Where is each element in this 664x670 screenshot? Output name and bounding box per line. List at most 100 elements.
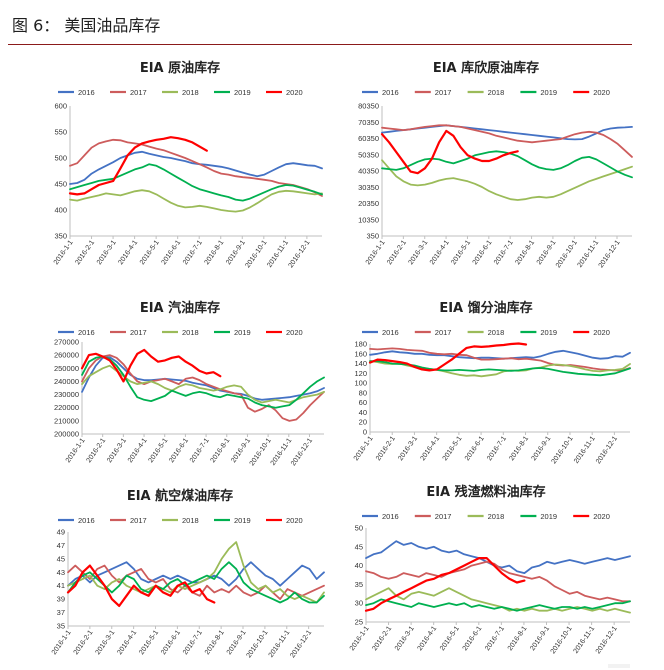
legend-label-2020: 2020: [286, 328, 303, 337]
y-tick-label: 35: [57, 622, 65, 631]
legend-label-2020: 2020: [593, 512, 610, 521]
legend-label-2019: 2019: [540, 512, 557, 521]
x-tick-label: 2016-1-1: [51, 629, 73, 656]
y-tick-label: 100: [354, 379, 367, 388]
chart-panel-cushing: EIA 库欣原油库存 2016 2017 2018 2019 2020 350 10350 20…: [334, 52, 638, 292]
y-tick-label: 49: [57, 528, 65, 537]
y-tick-label: 350: [366, 232, 379, 241]
y-tick-label: 35: [355, 580, 363, 589]
y-tick-label: 230000: [54, 390, 79, 399]
x-tick-label: 2016-1-1: [353, 435, 375, 462]
x-tick-label: 2016-7-1: [484, 625, 506, 652]
x-tick-label: 2016-8-1: [204, 239, 226, 266]
series-line-2017: [67, 564, 325, 600]
x-tick-label: 2016-7-1: [493, 239, 515, 266]
series-line-2017: [81, 354, 325, 422]
series-line-2018: [69, 189, 323, 213]
x-tick-label: 2016-12-1: [595, 435, 619, 465]
footer-mark: [608, 664, 630, 668]
y-tick-label: 200000: [54, 430, 79, 439]
x-tick-label: 2016-12-1: [289, 629, 313, 659]
x-tick-label: 2016-8-1: [204, 629, 226, 656]
legend-label-2016: 2016: [78, 88, 95, 97]
x-tick-label: 2016-3-1: [408, 239, 430, 266]
y-tick-label: 140: [354, 359, 367, 368]
series-line-2016: [81, 356, 325, 401]
series-line-2016: [67, 561, 325, 587]
x-tick-label: 2016-12-1: [595, 625, 619, 655]
y-tick-label: 25: [355, 618, 363, 627]
y-tick-label: 70350: [358, 118, 379, 127]
x-tick-label: 2016-8-1: [508, 435, 530, 462]
x-tick-label: 2016-2-1: [375, 435, 397, 462]
legend-label-2017: 2017: [130, 328, 147, 337]
x-tick-label: 2016-5-1: [442, 435, 464, 462]
y-tick-label: 240000: [54, 377, 79, 386]
legend-label-2019: 2019: [540, 328, 557, 337]
y-tick-label: 250000: [54, 364, 79, 373]
legend-label-2020: 2020: [593, 88, 610, 97]
x-tick-label: 2016-4-1: [116, 629, 138, 656]
x-tick-label: 2016-8-1: [210, 437, 232, 464]
legend-label-2017: 2017: [435, 328, 452, 337]
x-tick-label: 2016-5-1: [439, 625, 461, 652]
x-tick-label: 2016-1-1: [365, 239, 387, 266]
x-tick-label: 2016-5-1: [148, 437, 170, 464]
series-line-2020: [80, 348, 222, 383]
x-tick-label: 2016-11-1: [577, 239, 601, 269]
series-line-2016: [69, 150, 323, 185]
x-tick-label: 2016-7-1: [182, 629, 204, 656]
y-tick-label: 39: [57, 595, 65, 604]
x-tick-label: 2016-11-1: [268, 629, 292, 659]
y-tick-label: 47: [57, 541, 65, 550]
legend-label-2016: 2016: [382, 88, 399, 97]
x-tick-label: 2016-10-1: [245, 629, 269, 659]
series-line-2017: [365, 560, 631, 603]
y-tick-label: 120: [354, 369, 367, 378]
y-tick-label: 37: [57, 608, 65, 617]
x-tick-label: 2016-11-1: [572, 625, 596, 655]
x-tick-label: 2016-4-1: [127, 437, 149, 464]
legend-label-2017: 2017: [435, 88, 452, 97]
chart-title: EIA 航空煤油库存: [127, 488, 233, 504]
x-tick-label: 2016-9-1: [529, 625, 551, 652]
y-tick-label: 30: [355, 599, 363, 608]
x-tick-label: 2016-5-1: [138, 629, 160, 656]
y-tick-label: 30350: [358, 183, 379, 192]
x-tick-label: 2016-3-1: [397, 435, 419, 462]
x-tick-label: 2016-4-1: [419, 435, 441, 462]
y-tick-label: 260000: [54, 351, 79, 360]
chart-title: EIA 馏分油库存: [439, 300, 532, 316]
chart-panel-gasoline: EIA 汽油库存 2016 2017 2018 2019 2020 200000 210000…: [30, 292, 330, 476]
x-tick-label: 2016-6-1: [168, 437, 190, 464]
x-tick-label: 2016-7-1: [189, 437, 211, 464]
y-tick-label: 10350: [358, 215, 379, 224]
x-tick-label: 2016-3-1: [394, 625, 416, 652]
y-tick-label: 45: [57, 554, 65, 563]
series-line-2018: [81, 364, 325, 404]
legend-label-2019: 2019: [234, 516, 251, 525]
legend-label-2016: 2016: [78, 516, 95, 525]
x-tick-label: 2016-1-1: [65, 437, 87, 464]
chart-panel-distillate: EIA 馏分油库存 2016 2017 2018 2019 2020 0 20 40 60 80 10…: [334, 292, 638, 472]
series-line-2019: [81, 355, 325, 409]
y-tick-label: 60350: [358, 134, 379, 143]
legend-label-2018: 2018: [182, 328, 199, 337]
x-tick-label: 2016-2-1: [371, 625, 393, 652]
x-tick-label: 2016-3-1: [106, 437, 128, 464]
y-tick-label: 210000: [54, 416, 79, 425]
series-line-2020: [364, 556, 526, 612]
y-tick-label: 40: [359, 408, 367, 417]
series-line-2020: [380, 129, 519, 175]
x-tick-label: 2016-5-1: [139, 239, 161, 266]
y-tick-label: 450: [54, 180, 67, 189]
x-tick-label: 2016-6-1: [462, 625, 484, 652]
y-tick-label: 350: [54, 232, 67, 241]
x-tick-label: 2016-9-1: [531, 435, 553, 462]
series-line-2020: [68, 136, 208, 196]
legend-label-2017: 2017: [130, 88, 147, 97]
jet-fuel-inventory-chart: EIA 航空煤油库存 2016 2017 2018 2019 2020 35 37 39 41 43…: [51, 488, 325, 659]
x-tick-label: 2016-2-1: [386, 239, 408, 266]
chart-title: EIA 汽油库存: [140, 300, 220, 316]
gasoline-inventory-chart: EIA 汽油库存 2016 2017 2018 2019 2020 200000 210000…: [54, 300, 325, 467]
